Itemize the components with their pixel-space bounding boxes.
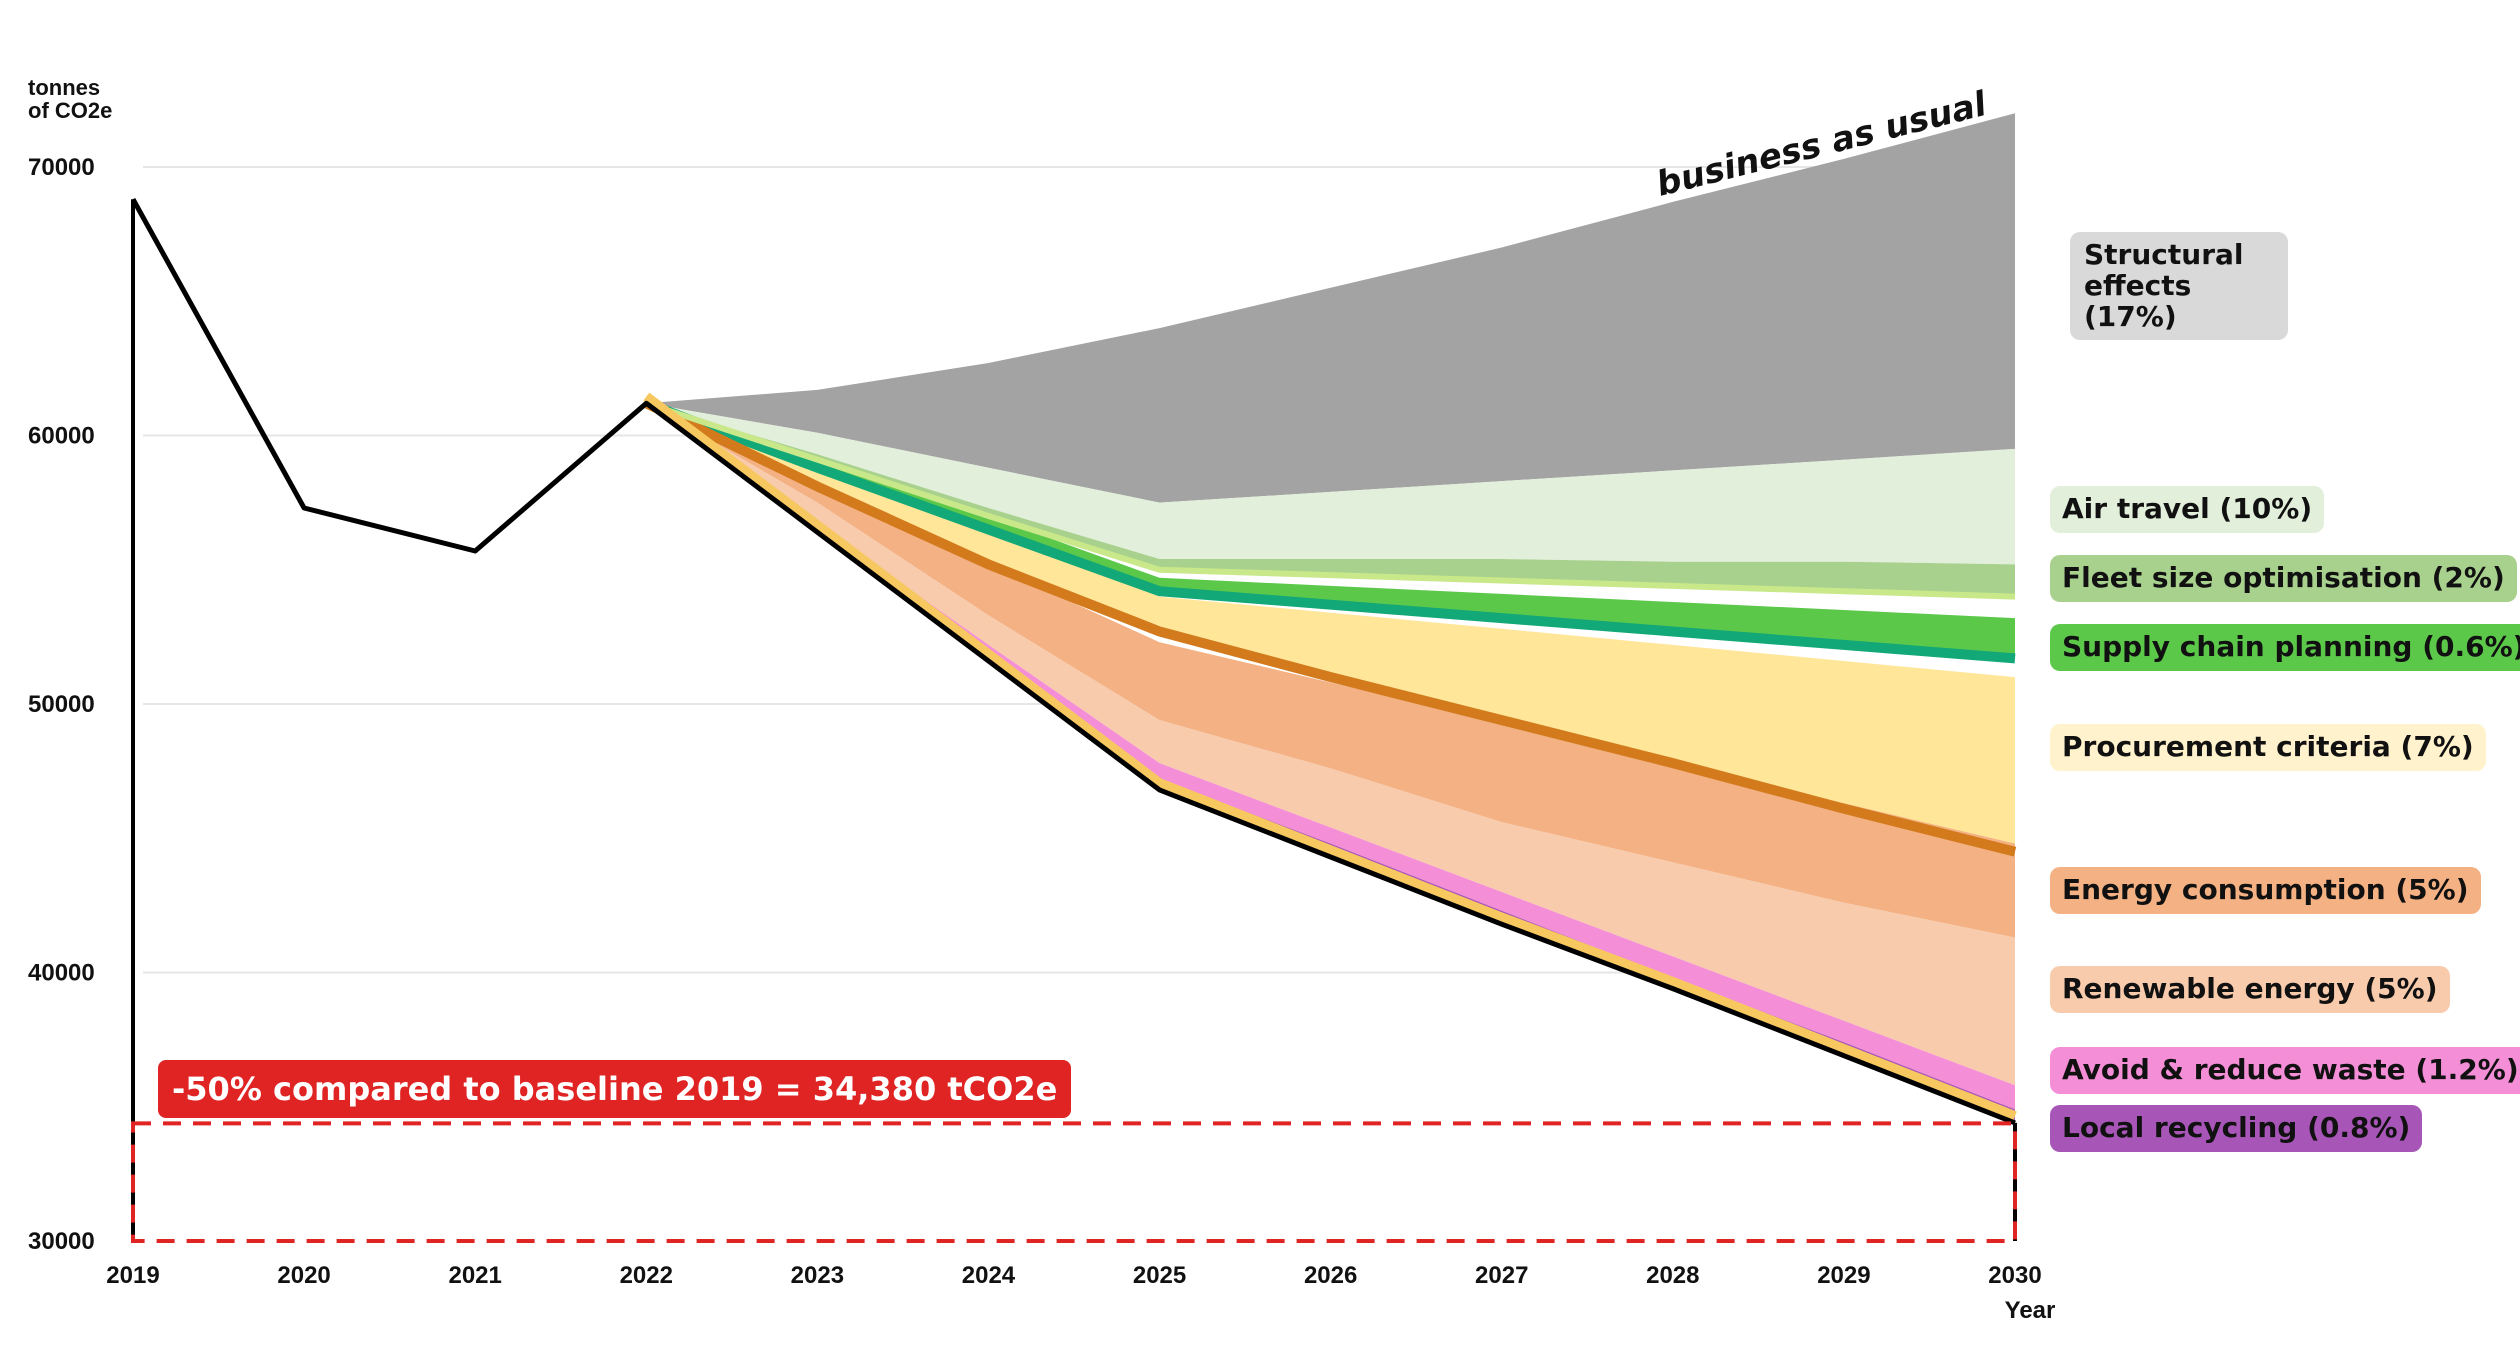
area-band-6 [646,403,2015,1086]
target-label: -50% compared to baseline 2019 = 34,380 … [158,1060,1072,1118]
y-tick-label: 30000 [28,1228,95,1255]
x-axis-label: Year [2005,1297,2056,1324]
legend-label-4: Procurement criteria (7%) [2050,724,2486,771]
axes: 30000 40000 50000 60000 70000 2019 2020 2021 202… [28,154,2055,1324]
area-band-0 [646,113,2015,503]
procurement-edge [644,398,2017,857]
fleet-edge [645,400,2016,600]
area-band-4 [646,403,2015,852]
legend-label-0: Structural effects (17%) [2070,232,2288,341]
area-band-7 [646,403,2015,1110]
x-tick-label: 2026 [1304,1262,1357,1289]
area-band-5 [646,403,2015,938]
y-axis-label-line1: tonnes [28,75,100,100]
x-tick-label: 2028 [1646,1262,1699,1289]
x-tick-label: 2029 [1817,1262,1870,1289]
emissions-line [130,197,2016,1126]
legend-label-7: Avoid & reduce waste (1.2%) [2050,1047,2520,1094]
x-tick-label: 2030 [1988,1262,2041,1289]
x-tick-label: 2027 [1475,1262,1528,1289]
x-tick-label: 2021 [448,1262,501,1289]
y-tick-label: 50000 [28,691,95,718]
y-tick-label: 70000 [28,154,95,181]
area-band-3 [646,403,2015,659]
x-tick-label: 2022 [620,1262,673,1289]
area-band-2 [646,403,2015,597]
x-tick-label: 2019 [106,1262,159,1289]
legend-label-8: Local recycling (0.8%) [2050,1105,2423,1152]
target-box [131,1121,2017,1243]
y-axis-label-line2: of CO2e [28,98,112,123]
legend-label-1: Air travel (10%) [2050,486,2325,533]
area-band-1 [646,403,2015,565]
x-tick-label: 2020 [277,1262,330,1289]
legend-label-5: Energy consumption (5%) [2050,867,2481,914]
legend-label-3: Supply chain planning (0.6%) [2050,624,2520,671]
legend-label-6: Renewable energy (5%) [2050,966,2450,1013]
scenario-areas [643,113,2017,1123]
supply-chain-edge [644,398,2016,664]
x-tick-label: 2025 [1133,1262,1186,1289]
recycling-edge [643,392,2017,1121]
y-tick-label: 60000 [28,423,95,450]
target-zone [131,1121,2017,1243]
legend-label-2: Fleet size optimisation (2%) [2050,555,2517,602]
y-tick-label: 40000 [28,960,95,987]
x-tick-label: 2023 [791,1262,844,1289]
x-tick-label: 2024 [962,1262,1016,1289]
